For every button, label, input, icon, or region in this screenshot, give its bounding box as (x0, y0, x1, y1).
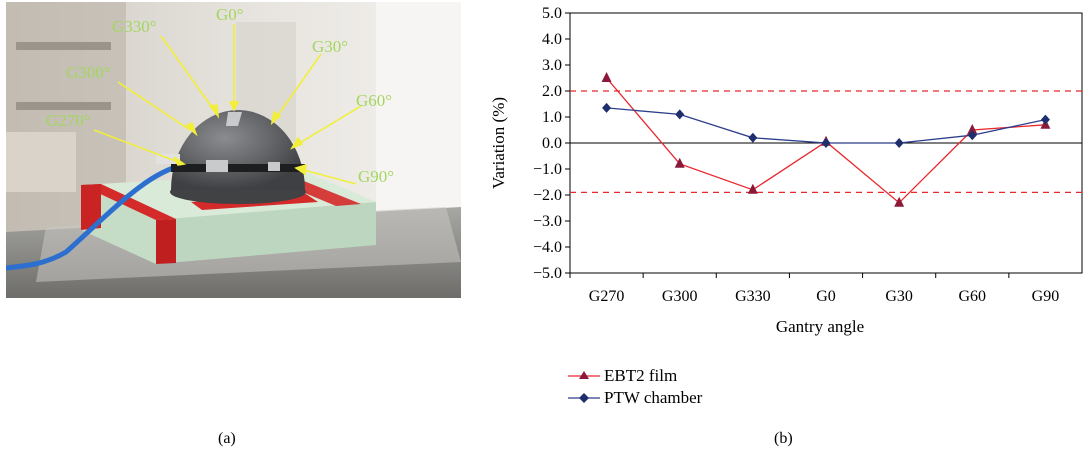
y-tick-label: 5.0 (542, 5, 562, 22)
ptw-point (1040, 114, 1050, 125)
x-tick-label: G30 (885, 288, 913, 305)
y-tick-label: −1.0 (533, 161, 562, 178)
y-tick-label: −5.0 (533, 265, 562, 282)
x-tick-label: G300 (662, 288, 698, 305)
x-tick-label: G0 (816, 288, 836, 305)
y-tick-label: −3.0 (533, 213, 562, 230)
photo-label-g300: G300° (66, 63, 111, 82)
legend-line-ebt2 (568, 371, 600, 379)
y-tick-label: −4.0 (533, 239, 562, 256)
x-tick-label: G90 (1032, 288, 1060, 305)
x-tick-label: G60 (959, 288, 987, 305)
y-tick-label: 3.0 (542, 57, 562, 74)
ebt2-point (674, 157, 685, 168)
legend-label-ebt2: EBT2 film (604, 366, 678, 385)
x-axis-title: Gantry angle (776, 317, 864, 336)
ptw-point (748, 132, 758, 143)
panel-label-a: (a) (218, 430, 236, 447)
y-tick-label: −2.0 (533, 187, 562, 204)
photo-label-g60: G60° (356, 91, 392, 110)
x-tick-label: G330 (735, 288, 771, 305)
ebt2-point (894, 196, 905, 207)
y-tick-label: 1.0 (542, 109, 562, 126)
photo-label-g330: G330° (112, 17, 157, 36)
legend-label-ptw: PTW chamber (604, 388, 703, 407)
phantom-photo: G0° G30° G60° G90° G330° G300° G270° (6, 2, 461, 298)
photo-label-g30: G30° (312, 37, 348, 56)
ptw-point (894, 138, 904, 148)
x-tick-label: G270 (589, 288, 625, 305)
panel-label-b: (b) (774, 430, 793, 447)
ptw-point (675, 109, 685, 120)
ptw-point (821, 138, 831, 148)
ebt2-point (747, 183, 758, 194)
y-axis-title: Variation (%) (489, 97, 508, 189)
photo-label-g0: G0° (216, 5, 244, 24)
legend-line-ptw (568, 393, 600, 403)
ebt2-point (601, 72, 612, 82)
photo-label-g90: G90° (358, 167, 394, 186)
ebt2-point (967, 124, 978, 134)
y-tick-label: 2.0 (542, 83, 562, 100)
variation-chart: 5.0 4.0 3.0 2.0 1.0 0.0 −1.0 −2.0 −3.0 −4.0 −5.0 G… (489, 5, 1083, 336)
y-tick-label: 4.0 (542, 31, 562, 48)
ptw-point (967, 130, 977, 141)
ptw-point (602, 102, 612, 113)
photo-label-g270: G270° (46, 111, 91, 130)
y-tick-label: 0.0 (542, 135, 562, 152)
